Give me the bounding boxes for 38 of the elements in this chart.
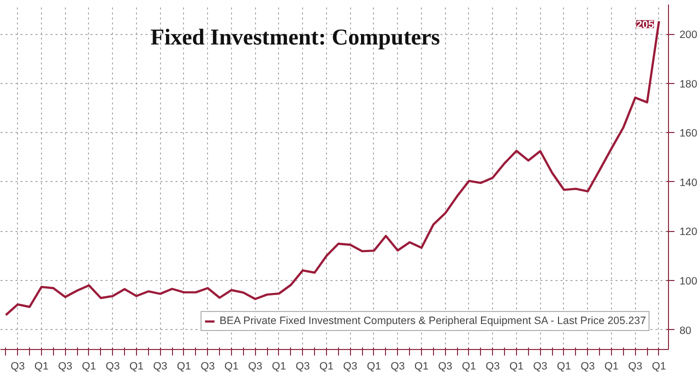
x-tick-label: Q1 (604, 360, 619, 372)
y-tick-label: 100 (680, 276, 698, 288)
x-tick-label: Q3 (343, 360, 358, 372)
x-tick-label: Q1 (414, 360, 429, 372)
y-tick-label: 80 (680, 324, 692, 337)
x-tick-label: Q3 (200, 360, 215, 372)
x-tick-label: Q1 (224, 360, 239, 372)
x-tick-label: Q3 (486, 360, 500, 372)
x-tick-label: Q3 (153, 360, 168, 372)
x-tick-label: Q3 (58, 360, 72, 372)
y-tick-label: 160 (680, 128, 698, 140)
x-tick-label: Q3 (10, 360, 25, 372)
y-tick-label: 120 (680, 226, 698, 238)
x-tick-label: Q1 (509, 360, 524, 372)
x-tick-label: Q3 (106, 360, 120, 372)
y-tick-label: 180 (680, 78, 698, 90)
x-tick-label: Q1 (176, 360, 192, 372)
x-tick-label: Q3 (628, 360, 642, 372)
y-tick-label: 140 (680, 176, 698, 189)
x-tick-label: Q1 (319, 360, 334, 372)
x-tick-label: Q3 (248, 360, 262, 372)
x-tick-label: Q1 (129, 360, 144, 372)
y-tick-label: 200 (680, 29, 698, 42)
x-tick-label: Q3 (533, 360, 548, 372)
legend-label: BEA Private Fixed Investment Computers & Peripheral Equipment SA - Last Price 205.237 (220, 315, 646, 327)
x-tick-label: Q3 (296, 360, 310, 372)
x-tick-label: Q1 (34, 360, 49, 372)
x-tick-label: Q1 (272, 360, 286, 372)
x-tick-label: Q3 (438, 360, 452, 372)
x-tick-label: Q3 (580, 360, 595, 372)
x-tick-label: Q1 (82, 360, 96, 372)
x-tick-label: Q3 (390, 360, 405, 372)
x-tick-label: Q1 (366, 360, 382, 372)
x-tick-label: Q1 (556, 360, 572, 372)
line-series (4, 20, 660, 316)
x-tick-label: Q1 (462, 360, 476, 372)
text: Fixed Investment: Computers (150, 24, 440, 50)
x-tick-label: Q1 (652, 360, 666, 372)
